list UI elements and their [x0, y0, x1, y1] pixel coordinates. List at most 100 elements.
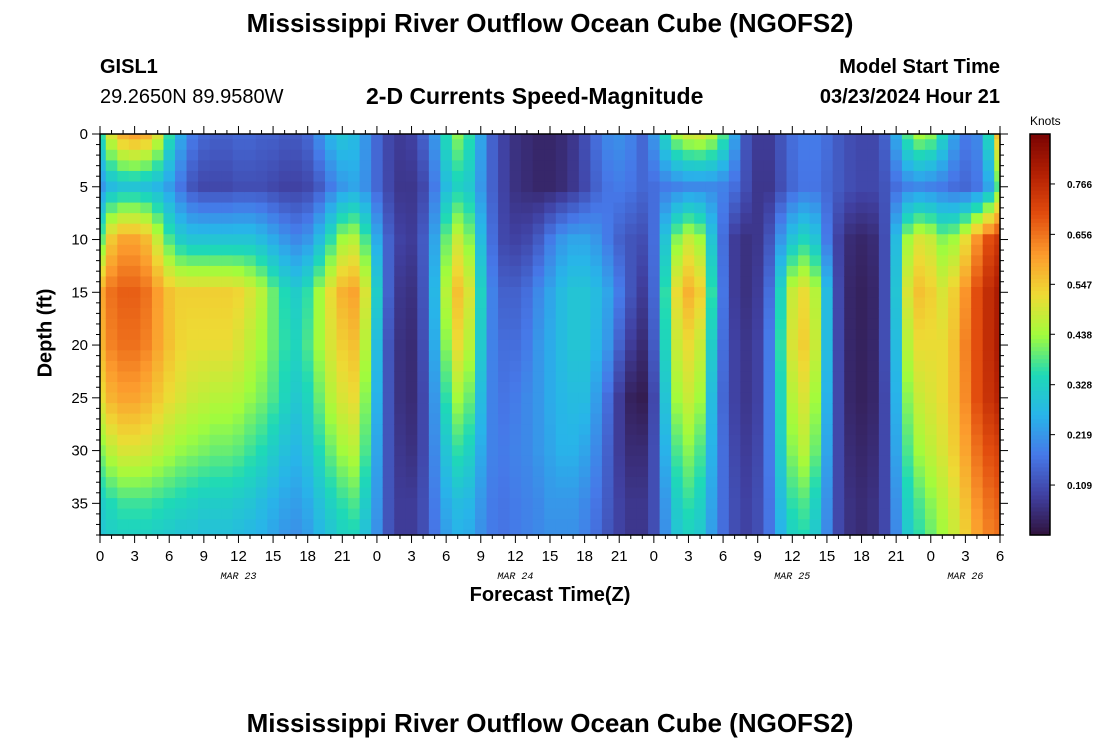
- heatmap-cell: [232, 519, 245, 531]
- heatmap-cell: [301, 371, 315, 383]
- heatmap-cell: [405, 381, 418, 394]
- heatmap-cell: [671, 445, 684, 457]
- heatmap-cell: [994, 244, 1001, 256]
- heatmap-cell: [555, 297, 568, 309]
- heatmap-cell: [728, 255, 741, 267]
- heatmap-cell: [359, 213, 372, 225]
- heatmap-cell: [100, 234, 107, 246]
- heatmap-cell: [509, 149, 522, 161]
- heatmap-cell: [717, 149, 730, 161]
- heatmap-cell: [325, 519, 338, 531]
- heatmap-cell: [682, 276, 695, 288]
- heatmap-cell: [348, 308, 361, 320]
- heatmap-cell: [486, 318, 499, 330]
- heatmap-cell: [567, 350, 580, 362]
- heatmap-cell: [613, 308, 626, 320]
- heatmap-cell: [186, 255, 199, 267]
- heatmap-cell: [936, 476, 949, 489]
- heatmap-cell: [601, 498, 615, 510]
- heatmap-cell: [625, 202, 638, 214]
- heatmap-cell: [463, 434, 476, 446]
- heatmap-cell: [775, 434, 788, 446]
- heatmap-cell: [948, 255, 961, 267]
- heatmap-cell: [613, 403, 626, 415]
- heatmap-cell: [105, 424, 118, 436]
- heatmap-cell: [832, 213, 845, 225]
- heatmap-cell: [705, 265, 718, 278]
- heatmap-cell: [509, 413, 522, 425]
- heatmap-cell: [405, 529, 418, 536]
- heatmap-cell: [348, 297, 361, 309]
- heatmap-cell: [209, 434, 222, 446]
- heatmap-cell: [832, 339, 845, 351]
- heatmap-cell: [728, 445, 741, 457]
- heatmap-cell: [544, 234, 557, 246]
- heatmap-cell: [705, 434, 718, 446]
- heatmap-cell: [601, 139, 615, 151]
- heatmap-cell: [959, 487, 972, 499]
- heatmap-cell: [117, 508, 130, 520]
- heatmap-cell: [405, 170, 418, 183]
- heatmap-cell: [451, 424, 465, 436]
- heatmap-cell: [128, 508, 141, 520]
- heatmap-cell: [428, 508, 441, 520]
- heatmap-cell: [867, 476, 880, 489]
- heatmap-cell: [348, 392, 361, 404]
- heatmap-cell: [867, 455, 880, 468]
- heatmap-cell: [590, 160, 603, 172]
- heatmap-cell: [844, 223, 857, 235]
- heatmap-cell: [717, 392, 730, 404]
- heatmap-cell: [913, 287, 926, 299]
- heatmap-cell: [371, 265, 384, 278]
- heatmap-cell: [798, 434, 811, 446]
- heatmap-cell: [209, 508, 222, 520]
- heatmap-cell: [717, 276, 730, 288]
- heatmap-cell: [601, 466, 615, 478]
- heatmap-cell: [371, 181, 384, 193]
- heatmap-cell: [590, 403, 603, 415]
- heatmap-cell: [290, 223, 303, 235]
- heatmap-cell: [163, 403, 176, 415]
- heatmap-cell: [198, 255, 211, 267]
- heatmap-cell: [936, 255, 949, 267]
- heatmap-cell: [925, 403, 938, 415]
- heatmap-cell: [221, 160, 234, 172]
- colorbar-segment: [1030, 382, 1050, 388]
- heatmap-cell: [775, 287, 788, 299]
- heatmap-cell: [278, 265, 291, 278]
- heatmap-cell: [301, 329, 315, 341]
- heatmap-cell: [105, 160, 118, 172]
- heatmap-cell: [394, 339, 407, 351]
- heatmap-cell: [925, 213, 938, 225]
- heatmap-cell: [290, 244, 303, 256]
- heatmap-cell: [325, 181, 338, 193]
- heatmap-cell: [117, 170, 130, 183]
- heatmap-cell: [105, 529, 118, 536]
- heatmap-cell: [475, 455, 488, 468]
- heatmap-cell: [486, 234, 499, 246]
- heatmap-cell: [186, 403, 199, 415]
- heatmap-cell: [567, 445, 580, 457]
- heatmap-cell: [301, 287, 315, 299]
- heatmap-cell: [613, 223, 626, 235]
- heatmap-cell: [463, 529, 476, 536]
- heatmap-cell: [232, 276, 245, 288]
- x-tick-label: 18: [576, 548, 593, 565]
- heatmap-cell: [290, 181, 303, 193]
- heatmap-cell: [325, 455, 338, 468]
- heatmap-cell: [994, 213, 1001, 225]
- heatmap-cell: [521, 287, 534, 299]
- heatmap-cell: [775, 213, 788, 225]
- heatmap-cell: [451, 371, 465, 383]
- heatmap-cell: [890, 244, 903, 256]
- heatmap-cell: [509, 403, 522, 415]
- heatmap-cell: [140, 329, 153, 341]
- heatmap-cell: [278, 170, 291, 183]
- colorbar-segment: [1030, 502, 1050, 508]
- heatmap-cell: [475, 529, 488, 536]
- heatmap-cell: [532, 381, 545, 394]
- heatmap-cell: [948, 445, 961, 457]
- heatmap-cell: [451, 360, 465, 373]
- heatmap-cell: [613, 476, 626, 489]
- heatmap-cell: [555, 139, 568, 151]
